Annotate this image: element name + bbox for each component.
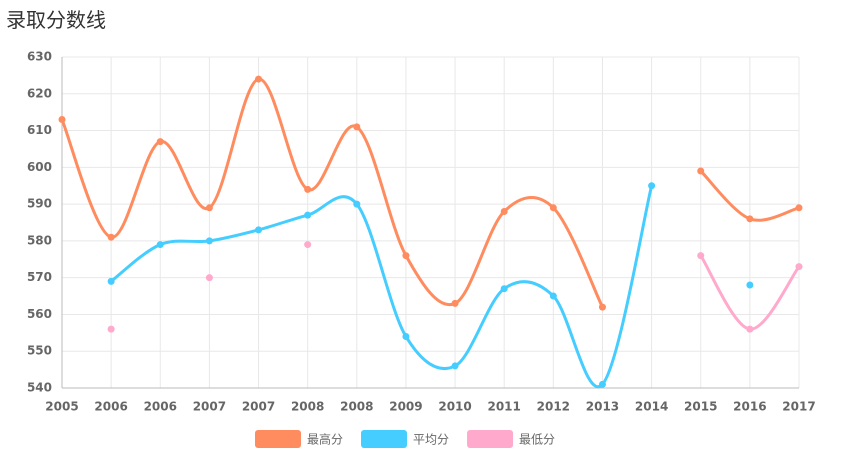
x-tick-label: 2009 [389,400,422,414]
x-tick-label: 2012 [537,400,570,414]
data-point [156,138,164,146]
x-tick-label: 2007 [193,400,226,414]
y-tick-label: 560 [27,307,52,321]
data-point [402,252,410,260]
y-tick-label: 610 [27,123,52,137]
data-point [353,200,361,208]
data-point [746,325,754,333]
data-point [205,237,213,245]
y-tick-label: 580 [27,233,52,247]
legend-swatch[interactable] [467,430,514,448]
x-tick-label: 2016 [733,400,766,414]
data-point [107,233,115,241]
y-tick-label: 540 [27,381,52,395]
data-point [500,285,508,293]
data-point [353,123,361,131]
x-tick-label: 2014 [635,400,668,414]
y-tick-label: 570 [27,270,52,284]
chart-title: 录取分数线 [6,8,106,32]
y-tick-label: 630 [27,50,52,64]
data-point [648,182,656,190]
x-tick-label: 2008 [340,400,373,414]
legend-label[interactable]: 最高分 [307,432,343,447]
data-point [304,241,312,249]
series-line [111,186,750,387]
data-point [697,167,705,175]
legend-swatch[interactable] [255,430,301,448]
data-point [156,241,164,249]
x-tick-label: 2011 [487,400,520,414]
data-point [598,303,606,311]
data-point [451,299,459,307]
series-line [60,77,800,308]
data-point [746,281,754,289]
x-tick-label: 2015 [684,400,717,414]
data-point [402,333,410,341]
data-point [304,211,312,219]
y-tick-label: 600 [27,160,52,174]
data-point [795,204,803,212]
data-point [746,215,754,223]
x-tick-label: 2006 [144,400,177,414]
y-tick-label: 550 [27,344,52,358]
data-point [451,362,459,370]
x-tick-label: 2013 [586,400,619,414]
x-tick-label: 2005 [45,400,78,414]
data-point [205,274,213,282]
data-point [107,325,115,333]
legend-label[interactable]: 最低分 [519,433,555,447]
data-point [205,204,213,212]
x-tick-label: 2006 [94,400,127,414]
data-point [795,263,803,271]
data-point [697,252,705,260]
data-point [549,292,557,300]
data-point [58,116,66,124]
y-tick-label: 620 [27,86,52,100]
data-point [107,277,115,285]
legend-label[interactable]: 平均分 [413,433,449,447]
y-tick-label: 590 [27,197,52,211]
data-point [500,207,508,215]
data-point [304,185,312,193]
x-tick-label: 2008 [291,400,324,414]
data-point [549,204,557,212]
x-tick-label: 2007 [242,400,275,414]
x-tick-label: 2010 [438,400,471,414]
data-point [255,226,263,234]
legend-swatch[interactable] [361,430,408,448]
data-point [598,380,606,388]
x-tick-label: 2017 [782,400,815,414]
data-point [255,75,263,83]
